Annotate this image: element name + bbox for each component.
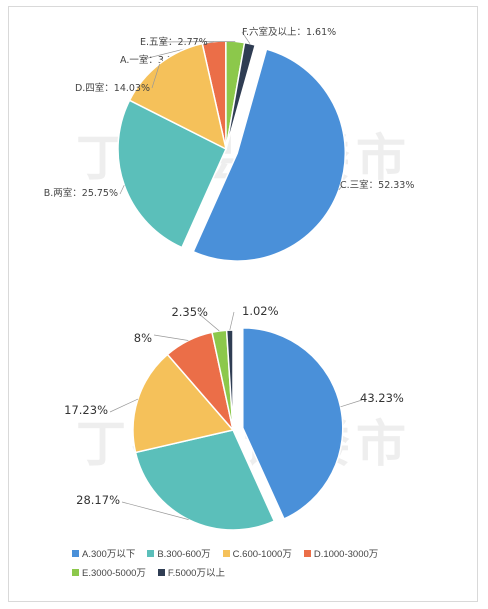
pie2-leader-5 — [229, 311, 235, 331]
pie1-leader-1 — [159, 41, 236, 43]
legend-swatch — [222, 549, 230, 557]
pie1-label-1: E.五室：2.77% — [140, 36, 208, 48]
legend-swatch — [147, 549, 155, 557]
pie1-leader-2 — [241, 31, 251, 44]
pie2-leader-3 — [153, 334, 189, 341]
pie2-leader-4 — [197, 312, 220, 332]
pie1-leader-3 — [338, 185, 343, 191]
legend-item: C.600-1000万 — [222, 546, 292, 560]
pie2-leader-0 — [340, 399, 363, 408]
legend-label: E.3000-5000万 — [82, 568, 146, 579]
chart-price-range-pie: 43.23% 28.17% 17.23% 8% 2.35% 1.02% — [64, 304, 404, 531]
pie1-leader-5 — [151, 63, 160, 89]
legend-label: B.300-600万 — [157, 549, 211, 560]
pie2-leader-1 — [121, 501, 189, 520]
legend-swatch — [72, 568, 79, 576]
legend-item: A.300万以下 — [72, 546, 135, 560]
pie2-label-3: 8% — [134, 331, 152, 345]
legend-swatch — [303, 549, 311, 557]
pie1-leader-4 — [119, 185, 125, 195]
legend-item: E.3000-5000万 — [72, 565, 146, 579]
pie2-label-2: 17.23% — [64, 403, 108, 417]
pie1-label-5: D.四室：14.03% — [75, 82, 150, 94]
pie2-label-5: 1.02% — [242, 304, 279, 318]
pie2-label-4: 2.35% — [171, 305, 208, 319]
legend-item: D.1000-3000万 — [303, 546, 379, 560]
legend-label: C.600-1000万 — [232, 549, 292, 560]
legend-label: A.300万以下 — [82, 549, 136, 560]
legend-label: D.1000-3000万 — [313, 549, 379, 560]
legend-label: F.5000万以上 — [167, 568, 225, 579]
pie1-label-4: B.两室：25.75% — [44, 187, 118, 199]
pie2-leader-2 — [109, 398, 139, 413]
pie1-slice-4 — [117, 99, 227, 249]
pie1-label-2: F.六室及以上：1.61% — [242, 26, 336, 38]
chart-legend: A.300万以下 B.300-600万 C.600-1000万 D.1000-3000… — [72, 546, 432, 584]
legend-item: F.5000万以上 — [157, 565, 225, 579]
pie2-label-1: 28.17% — [76, 493, 120, 507]
legend-swatch — [157, 568, 165, 576]
legend-swatch — [72, 549, 79, 557]
pie2-slice-2 — [132, 353, 235, 454]
chart-room-type-pie: A.一室：3.51%E.五室：2.77%F.六室及以上：1.61%C.三室：52… — [44, 26, 414, 262]
pie2-slice-0 — [242, 327, 344, 520]
legend-item: B.300-600万 — [147, 546, 211, 560]
pie1-label-3: C.三室：52.33% — [340, 179, 414, 191]
pie2-label-0: 43.23% — [360, 391, 404, 405]
